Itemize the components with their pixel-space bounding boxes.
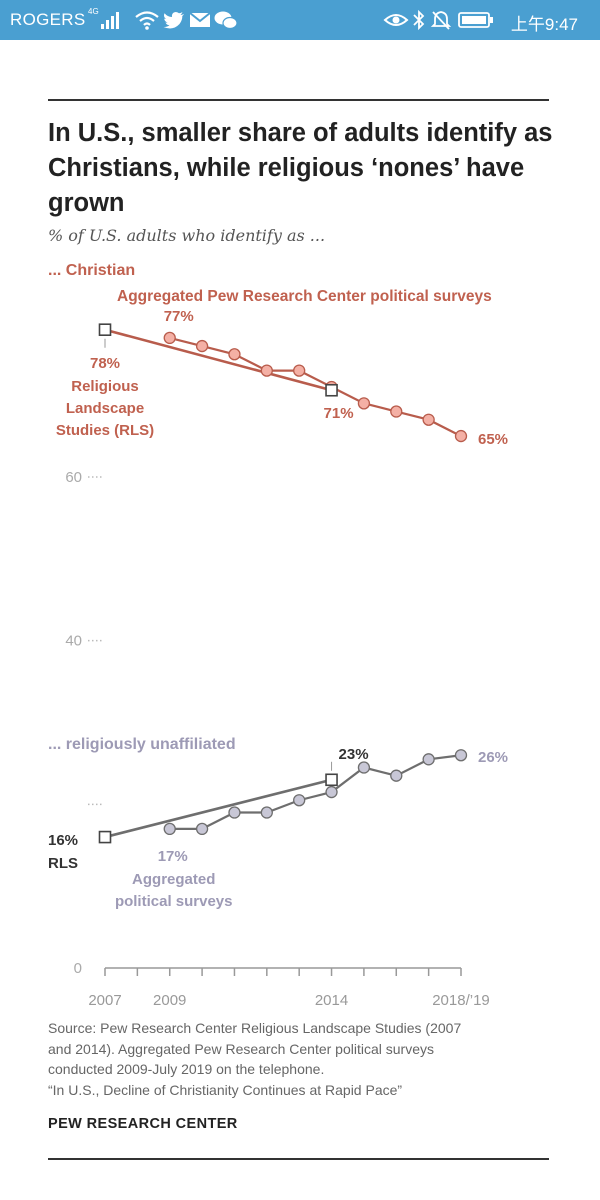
brand-name: PEW RESEARCH CENTER <box>48 1116 238 1132</box>
data-point <box>422 753 435 766</box>
bottom-divider <box>48 1158 549 1160</box>
data-point <box>228 806 241 819</box>
data-point <box>293 794 306 807</box>
series-line <box>169 336 462 438</box>
data-label-end: 65% <box>478 431 508 448</box>
data-point-square <box>325 773 338 787</box>
top-divider <box>48 99 549 101</box>
y-tick-label: 60 <box>65 469 82 486</box>
network-type: 4G <box>88 7 99 16</box>
wechat-icon <box>214 11 238 30</box>
annotation-rls: Landscape <box>66 400 144 417</box>
data-label-rls-start: 16% <box>48 832 78 849</box>
data-point <box>195 339 209 353</box>
series-line <box>104 328 332 392</box>
status-bar: ROGERS 4G 上午9:47 <box>0 0 600 40</box>
data-point <box>228 348 241 361</box>
data-point <box>454 429 468 443</box>
twitter-icon <box>163 12 184 29</box>
data-point <box>260 806 273 819</box>
data-label-rls-start: 78% <box>90 355 120 372</box>
annotation-rls: Religious <box>71 378 139 395</box>
data-point <box>293 364 306 377</box>
source-line: conducted 2009-July 2019 on the telephon… <box>48 1061 325 1077</box>
wifi-icon <box>135 11 159 30</box>
data-point <box>357 761 371 774</box>
x-tick-label: 2014 <box>315 992 348 1009</box>
data-label-start: 77% <box>164 308 194 325</box>
y-tick-label: 40 <box>65 633 82 650</box>
eye-icon <box>383 14 409 26</box>
mute-bell-icon <box>430 11 452 30</box>
battery-icon <box>458 12 493 28</box>
source-note: Source: Pew Research Center Religious La… <box>48 1018 548 1100</box>
group-label-unaffiliated: ... religiously unaffiliated <box>48 736 236 753</box>
series-line <box>104 778 332 839</box>
data-point <box>390 405 403 418</box>
data-point <box>163 331 176 345</box>
annotation-surveys: Aggregated <box>132 871 215 888</box>
annotation-rls: RLS <box>48 855 78 872</box>
y-tick-label: 0 <box>74 960 82 977</box>
signal-icon <box>101 12 119 29</box>
source-line: and 2014). Aggregated Pew Research Cente… <box>48 1040 434 1057</box>
carrier-name: ROGERS <box>10 10 86 29</box>
x-tick-label: 2007 <box>88 992 121 1009</box>
annotation-rls: Studies (RLS) <box>56 422 154 439</box>
data-point <box>163 822 176 836</box>
data-label-rls-end: 23% <box>339 746 369 763</box>
x-tick-label: 2009 <box>153 992 186 1009</box>
group-label-christian: ... Christian <box>48 262 135 279</box>
series-line <box>169 754 462 830</box>
data-point <box>454 749 468 762</box>
report-title: “In U.S., Decline of Christianity Contin… <box>48 1081 403 1098</box>
data-point <box>357 397 371 410</box>
data-point <box>325 785 338 799</box>
data-point-square <box>325 383 338 397</box>
data-label-start: 17% <box>158 848 188 865</box>
data-point <box>260 364 273 377</box>
x-tick-label: 2018/’19 <box>432 992 490 1009</box>
bluetooth-icon <box>413 9 425 31</box>
data-point <box>390 769 403 782</box>
annotation-surveys: political surveys <box>115 893 233 910</box>
clock: 上午9:47 <box>510 15 578 34</box>
chart-title: In U.S., smaller share of adults identif… <box>48 119 553 217</box>
data-label-rls-end: 71% <box>324 405 354 422</box>
data-point-square <box>98 830 112 844</box>
mail-icon <box>189 12 211 27</box>
chart-subtitle: % of U.S. adults who identify as ... <box>48 226 326 245</box>
data-point <box>195 822 209 836</box>
annotation-surveys: Aggregated Pew Research Center political… <box>117 288 492 305</box>
data-label-end: 26% <box>478 749 508 766</box>
source-line: Source: Pew Research Center Religious La… <box>48 1020 462 1036</box>
data-point <box>422 413 435 426</box>
data-point-square <box>98 323 112 337</box>
line-chart: 0 40 60 2007 2009 2014 2018/’19 ... Christian… <box>48 262 508 1009</box>
